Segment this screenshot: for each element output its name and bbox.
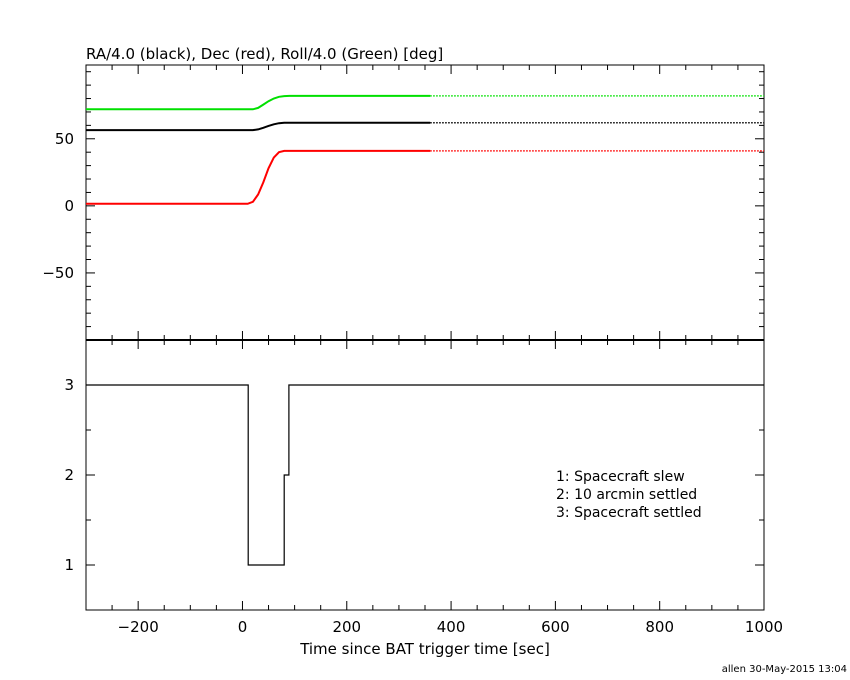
top-series-lines bbox=[86, 94, 764, 205]
series-line-1 bbox=[86, 149, 431, 205]
x-tick-label: 200 bbox=[332, 618, 361, 636]
bottom-axis-ticks bbox=[85, 339, 765, 611]
x-tick-label: 800 bbox=[645, 618, 674, 636]
legend-entry-10-arcmin: 2: 10 arcmin settled bbox=[556, 487, 697, 503]
y-tick-label: 50 bbox=[55, 130, 74, 148]
legend-entry-slew: 1: Spacecraft slew bbox=[556, 469, 685, 485]
x-axis-label: Time since BAT trigger time [sec] bbox=[299, 640, 550, 658]
settle-status-panel: 1 2 3 −200 0 200 400 600 800 1000 1: Spacecraft … bbox=[64, 339, 784, 658]
status-step-line-0 bbox=[86, 384, 764, 566]
y-tick-label: 2 bbox=[64, 466, 74, 484]
x-tick-label: 600 bbox=[541, 618, 570, 636]
bottom-y-tick-labels: 1 2 3 bbox=[64, 376, 74, 574]
status-legend: 1: Spacecraft slew 2: 10 arcmin settled … bbox=[556, 469, 702, 521]
top-panel-title: RA/4.0 (black), Dec (red), Roll/4.0 (Gre… bbox=[86, 45, 443, 63]
y-tick-label: 1 bbox=[64, 556, 74, 574]
y-tick-label: 0 bbox=[64, 197, 74, 215]
top-plot-frame bbox=[85, 64, 765, 341]
x-tick-label: −200 bbox=[118, 618, 159, 636]
top-axis-ticks bbox=[85, 65, 765, 341]
plot-credit: allen 30-May-2015 13:04 bbox=[722, 664, 847, 675]
series-line-0 bbox=[86, 121, 431, 132]
y-tick-label: 3 bbox=[64, 376, 74, 394]
legend-entry-settled: 3: Spacecraft settled bbox=[556, 505, 702, 521]
y-tick-label: −50 bbox=[42, 264, 74, 282]
x-tick-labels: −200 0 200 400 600 800 1000 bbox=[118, 618, 784, 636]
top-y-tick-labels: −50 0 50 bbox=[42, 130, 74, 282]
x-tick-label: 0 bbox=[238, 618, 248, 636]
bottom-series-lines bbox=[86, 384, 764, 566]
x-tick-label: 1000 bbox=[745, 618, 783, 636]
series-line-2 bbox=[86, 94, 431, 111]
x-tick-label: 400 bbox=[437, 618, 466, 636]
pointing-angle-panel: RA/4.0 (black), Dec (red), Roll/4.0 (Gre… bbox=[42, 45, 765, 341]
